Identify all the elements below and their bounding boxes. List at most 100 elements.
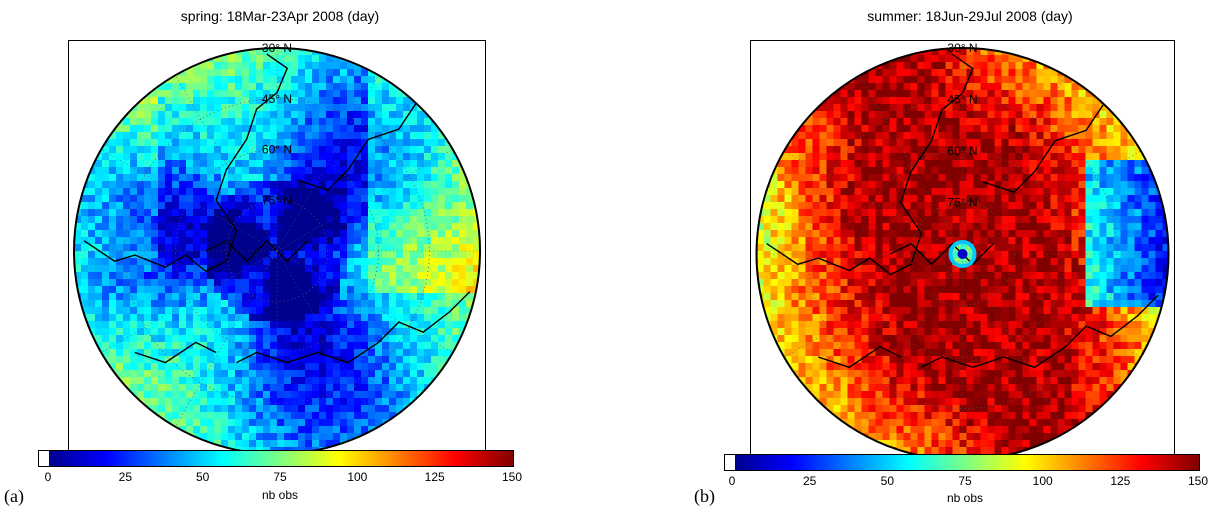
heatmap-cell [95, 244, 102, 251]
heatmap-cell [924, 146, 932, 153]
heatmap-cell [249, 195, 256, 202]
heatmap-cell [889, 230, 897, 237]
heatmap-cell [319, 279, 326, 286]
heatmap-cell [291, 181, 298, 188]
heatmap-cell [249, 69, 256, 76]
heatmap-cell [277, 76, 284, 83]
heatmap-cell [819, 167, 827, 174]
heatmap-cell [1029, 293, 1037, 300]
heatmap-cell [875, 307, 883, 314]
heatmap-cell [382, 293, 389, 300]
heatmap-cell [924, 321, 932, 328]
heatmap-cell [424, 307, 431, 314]
heatmap-cell [812, 132, 820, 139]
heatmap-cell [88, 258, 95, 265]
heatmap-cell [889, 153, 897, 160]
heatmap-cell [221, 440, 228, 447]
heatmap-cell [81, 195, 88, 202]
heatmap-cell [214, 104, 221, 111]
heatmap-cell [966, 174, 974, 181]
heatmap-cell [945, 188, 953, 195]
heatmap-cell [403, 195, 410, 202]
heatmap-cell [312, 230, 319, 237]
heatmap-cell [798, 265, 806, 272]
heatmap-cell [291, 363, 298, 370]
heatmap-cell [1008, 132, 1016, 139]
heatmap-cell [284, 83, 291, 90]
heatmap-cell [452, 342, 459, 349]
heatmap-cell [917, 132, 925, 139]
heatmap-cell [319, 153, 326, 160]
heatmap-cell [1057, 104, 1065, 111]
heatmap-cell [305, 104, 312, 111]
heatmap-cell [319, 223, 326, 230]
heatmap-cell [109, 153, 116, 160]
heatmap-cell [882, 342, 890, 349]
heatmap-cell [158, 125, 165, 132]
heatmap-cell [193, 321, 200, 328]
heatmap-cell [882, 153, 890, 160]
heatmap-cell [1064, 125, 1072, 132]
heatmap-cell [263, 307, 270, 314]
heatmap-cell [186, 90, 193, 97]
heatmap-cell [917, 83, 925, 90]
heatmap-cell [903, 230, 911, 237]
heatmap-cell [326, 356, 333, 363]
heatmap-cell [263, 391, 270, 398]
heatmap-cell [270, 97, 277, 104]
heatmap-cell [277, 405, 284, 412]
heatmap-cell [340, 412, 347, 419]
heatmap-cell [396, 363, 403, 370]
heatmap-cell [910, 97, 918, 104]
heatmap-cell [165, 104, 172, 111]
heatmap-cell [95, 167, 102, 174]
heatmap-cell [144, 111, 151, 118]
heatmap-cell [249, 55, 256, 62]
heatmap-cell [1050, 76, 1058, 83]
heatmap-cell [284, 363, 291, 370]
heatmap-cell [179, 419, 186, 426]
heatmap-cell [312, 209, 319, 216]
heatmap-cell [221, 342, 228, 349]
heatmap-cell [1071, 160, 1079, 167]
heatmap-cell [151, 244, 158, 251]
heatmap-cell [109, 251, 116, 258]
heatmap-cell [861, 132, 869, 139]
heatmap-cell [847, 118, 855, 125]
heatmap-cell [340, 321, 347, 328]
heatmap-cell [938, 153, 946, 160]
heatmap-cell [235, 104, 242, 111]
heatmap-cell [249, 300, 256, 307]
heatmap-cell [410, 328, 417, 335]
heatmap-cell [410, 286, 417, 293]
heatmap-cell [1043, 335, 1051, 342]
heatmap-cell [1106, 223, 1114, 230]
heatmap-cell [158, 216, 165, 223]
heatmap-cell [179, 356, 186, 363]
heatmap-cell [228, 363, 235, 370]
heatmap-cell [389, 146, 396, 153]
heatmap-cell [305, 48, 312, 55]
heatmap-cell [1127, 188, 1135, 195]
heatmap-cell [102, 279, 109, 286]
heatmap-cell [186, 300, 193, 307]
heatmap-cell [263, 377, 270, 384]
heatmap-cell [826, 335, 834, 342]
heatmap-cell [452, 230, 459, 237]
heatmap-cell [277, 244, 284, 251]
heatmap-cell [298, 251, 305, 258]
heatmap-cell [473, 251, 480, 258]
heatmap-cell [270, 265, 277, 272]
heatmap-cell [102, 244, 109, 251]
heatmap-cell [298, 90, 305, 97]
heatmap-cell [1008, 55, 1016, 62]
heatmap-cell [249, 139, 256, 146]
heatmap-cell [102, 314, 109, 321]
heatmap-cell [980, 209, 988, 216]
heatmap-cell [959, 188, 967, 195]
heatmap-cell [1134, 244, 1142, 251]
heatmap-cell [980, 97, 988, 104]
heatmap-cell [193, 377, 200, 384]
heatmap-cell [242, 69, 249, 76]
heatmap-cell [249, 405, 256, 412]
